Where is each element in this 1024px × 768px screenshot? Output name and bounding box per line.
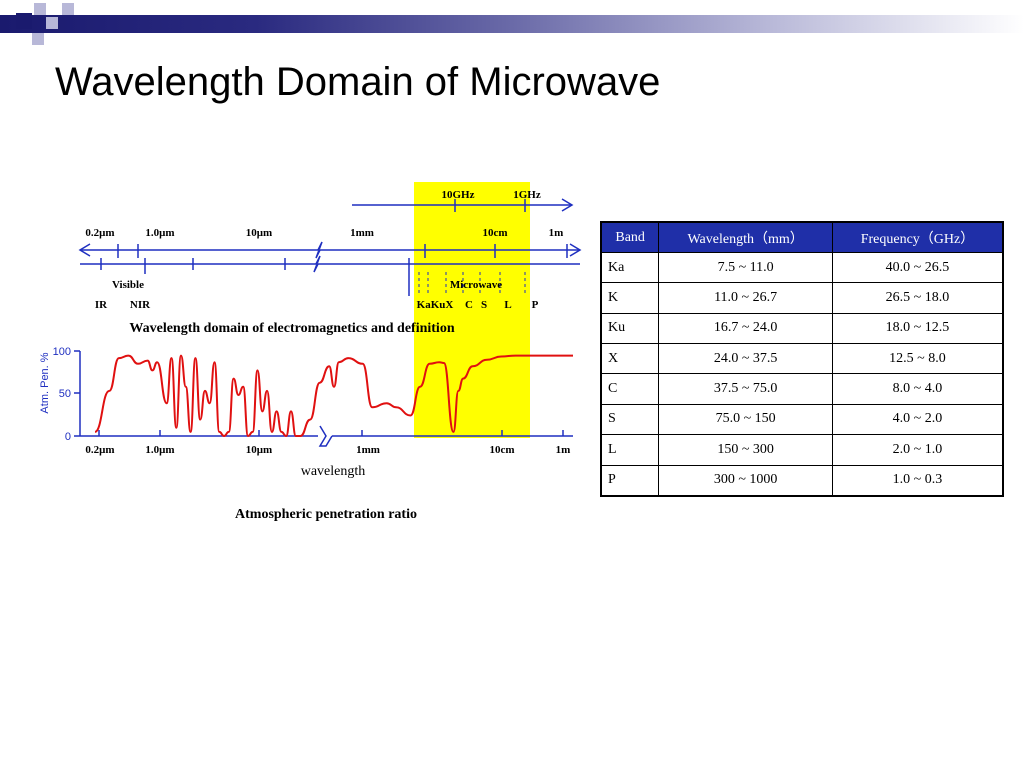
- header-gradient-bar: [0, 15, 1024, 33]
- table-header-row: Band Wavelength（mm） Frequency（GHz）: [600, 221, 1004, 253]
- cell-wavelength: 37.5 ~ 75.0: [658, 373, 833, 405]
- region-visible: Visible: [112, 279, 144, 291]
- bottom-label-3: 1mm: [356, 444, 380, 456]
- col-header-frequency: Frequency（GHz）: [831, 221, 1004, 253]
- table-row: S 75.0 ~ 150 4.0 ~ 2.0: [600, 403, 1004, 436]
- microwave-highlight: [414, 182, 530, 438]
- freq-label-10ghz: 10GHz: [442, 189, 475, 201]
- table-row: C 37.5 ~ 75.0 8.0 ~ 4.0: [600, 373, 1004, 405]
- top-label-0: 0.2μm: [85, 227, 114, 239]
- table-row: L 150 ~ 300 2.0 ~ 1.0: [600, 434, 1004, 466]
- top-label-1: 1.0μm: [145, 227, 174, 239]
- region-p: P: [532, 299, 539, 311]
- cell-wavelength: 7.5 ~ 11.0: [658, 251, 833, 284]
- cell-wavelength: 24.0 ~ 37.5: [658, 343, 833, 375]
- cell-band: P: [600, 464, 660, 497]
- cell-band: Ka: [600, 251, 660, 284]
- region-nir: NIR: [130, 299, 151, 311]
- cell-wavelength: 300 ~ 1000: [658, 464, 833, 497]
- top-label-5: 1m: [549, 227, 564, 239]
- cell-wavelength: 75.0 ~ 150: [658, 403, 833, 436]
- decor-square-dark: [16, 13, 32, 29]
- cell-frequency: 12.5 ~ 8.0: [831, 343, 1004, 375]
- frequency-axis: [352, 198, 574, 212]
- penetration-curve: [94, 354, 573, 438]
- chart-caption: Atmospheric penetration ratio: [235, 507, 417, 522]
- page-title: Wavelength Domain of Microwave: [55, 60, 661, 104]
- cell-band: X: [600, 343, 660, 375]
- bottom-label-0: 0.2μm: [85, 444, 114, 456]
- cell-frequency: 1.0 ~ 0.3: [831, 464, 1004, 497]
- decor-square-light: [34, 3, 46, 15]
- chart-series-line-group: [94, 354, 573, 438]
- wavelength-figure: 10GHz 1GHz 0.2μm 1.0μm 10μm 1mm 10cm 1m: [39, 182, 582, 522]
- decor-square-light: [46, 17, 58, 29]
- table-row: Ku 16.7 ~ 24.0 18.0 ~ 12.5: [600, 312, 1004, 345]
- region-microwave: Microwave: [450, 279, 502, 291]
- band-table: Band Wavelength（mm） Frequency（GHz） Ka 7.…: [600, 221, 1004, 497]
- cell-frequency: 4.0 ~ 2.0: [831, 403, 1004, 436]
- table-row: K 11.0 ~ 26.7 26.5 ~ 18.0: [600, 282, 1004, 314]
- bottom-label-5: 1m: [556, 444, 571, 456]
- top-label-4: 10cm: [482, 227, 507, 239]
- cell-wavelength: 150 ~ 300: [658, 434, 833, 466]
- bottom-label-2: 10μm: [246, 444, 272, 456]
- x-axis-label: wavelength: [301, 464, 366, 479]
- cell-wavelength: 11.0 ~ 26.7: [658, 282, 833, 314]
- wavelength-axis-top: [78, 241, 582, 259]
- band-dividers: [418, 272, 526, 296]
- top-label-3: 1mm: [350, 227, 374, 239]
- cell-frequency: 8.0 ~ 4.0: [831, 373, 1004, 405]
- region-c: C: [465, 299, 473, 311]
- bottom-label-4: 10cm: [489, 444, 514, 456]
- region-s: S: [481, 299, 487, 311]
- cell-wavelength: 16.7 ~ 24.0: [658, 312, 833, 345]
- region-l: L: [504, 299, 511, 311]
- decor-square-light: [32, 33, 44, 45]
- cell-frequency: 2.0 ~ 1.0: [831, 434, 1004, 466]
- cell-band: L: [600, 434, 660, 466]
- y-tick-100: 100: [53, 346, 71, 358]
- cell-band: C: [600, 373, 660, 405]
- figure-content: 10GHz 1GHz 0.2μm 1.0μm 10μm 1mm 10cm 1m: [39, 182, 582, 522]
- cell-frequency: 18.0 ~ 12.5: [831, 312, 1004, 345]
- decor-square-light: [62, 3, 74, 15]
- table-row: X 24.0 ~ 37.5 12.5 ~ 8.0: [600, 343, 1004, 375]
- cell-frequency: 40.0 ~ 26.5: [831, 251, 1004, 284]
- region-kakux: KaKuX: [417, 299, 454, 311]
- y-tick-0: 0: [65, 431, 71, 443]
- cell-band: K: [600, 282, 660, 314]
- table-row: Ka 7.5 ~ 11.0 40.0 ~ 26.5: [600, 251, 1004, 284]
- chart-axes: [74, 350, 573, 447]
- table-row: P 300 ~ 1000 1.0 ~ 0.3: [600, 464, 1004, 497]
- bottom-label-1: 1.0μm: [145, 444, 174, 456]
- col-header-band: Band: [600, 221, 660, 253]
- cell-band: S: [600, 403, 660, 436]
- top-label-2: 10μm: [246, 227, 272, 239]
- cell-band: Ku: [600, 312, 660, 345]
- spectrum-caption: Wavelength domain of electromagnetics an…: [129, 321, 454, 336]
- region-axis: [80, 255, 580, 296]
- col-header-wavelength: Wavelength（mm）: [658, 221, 833, 253]
- y-tick-50: 50: [59, 388, 71, 400]
- region-ir: IR: [95, 299, 108, 311]
- cell-frequency: 26.5 ~ 18.0: [831, 282, 1004, 314]
- freq-label-1ghz: 1GHz: [513, 189, 541, 201]
- y-axis-label: Atm. Pen. %: [39, 352, 51, 413]
